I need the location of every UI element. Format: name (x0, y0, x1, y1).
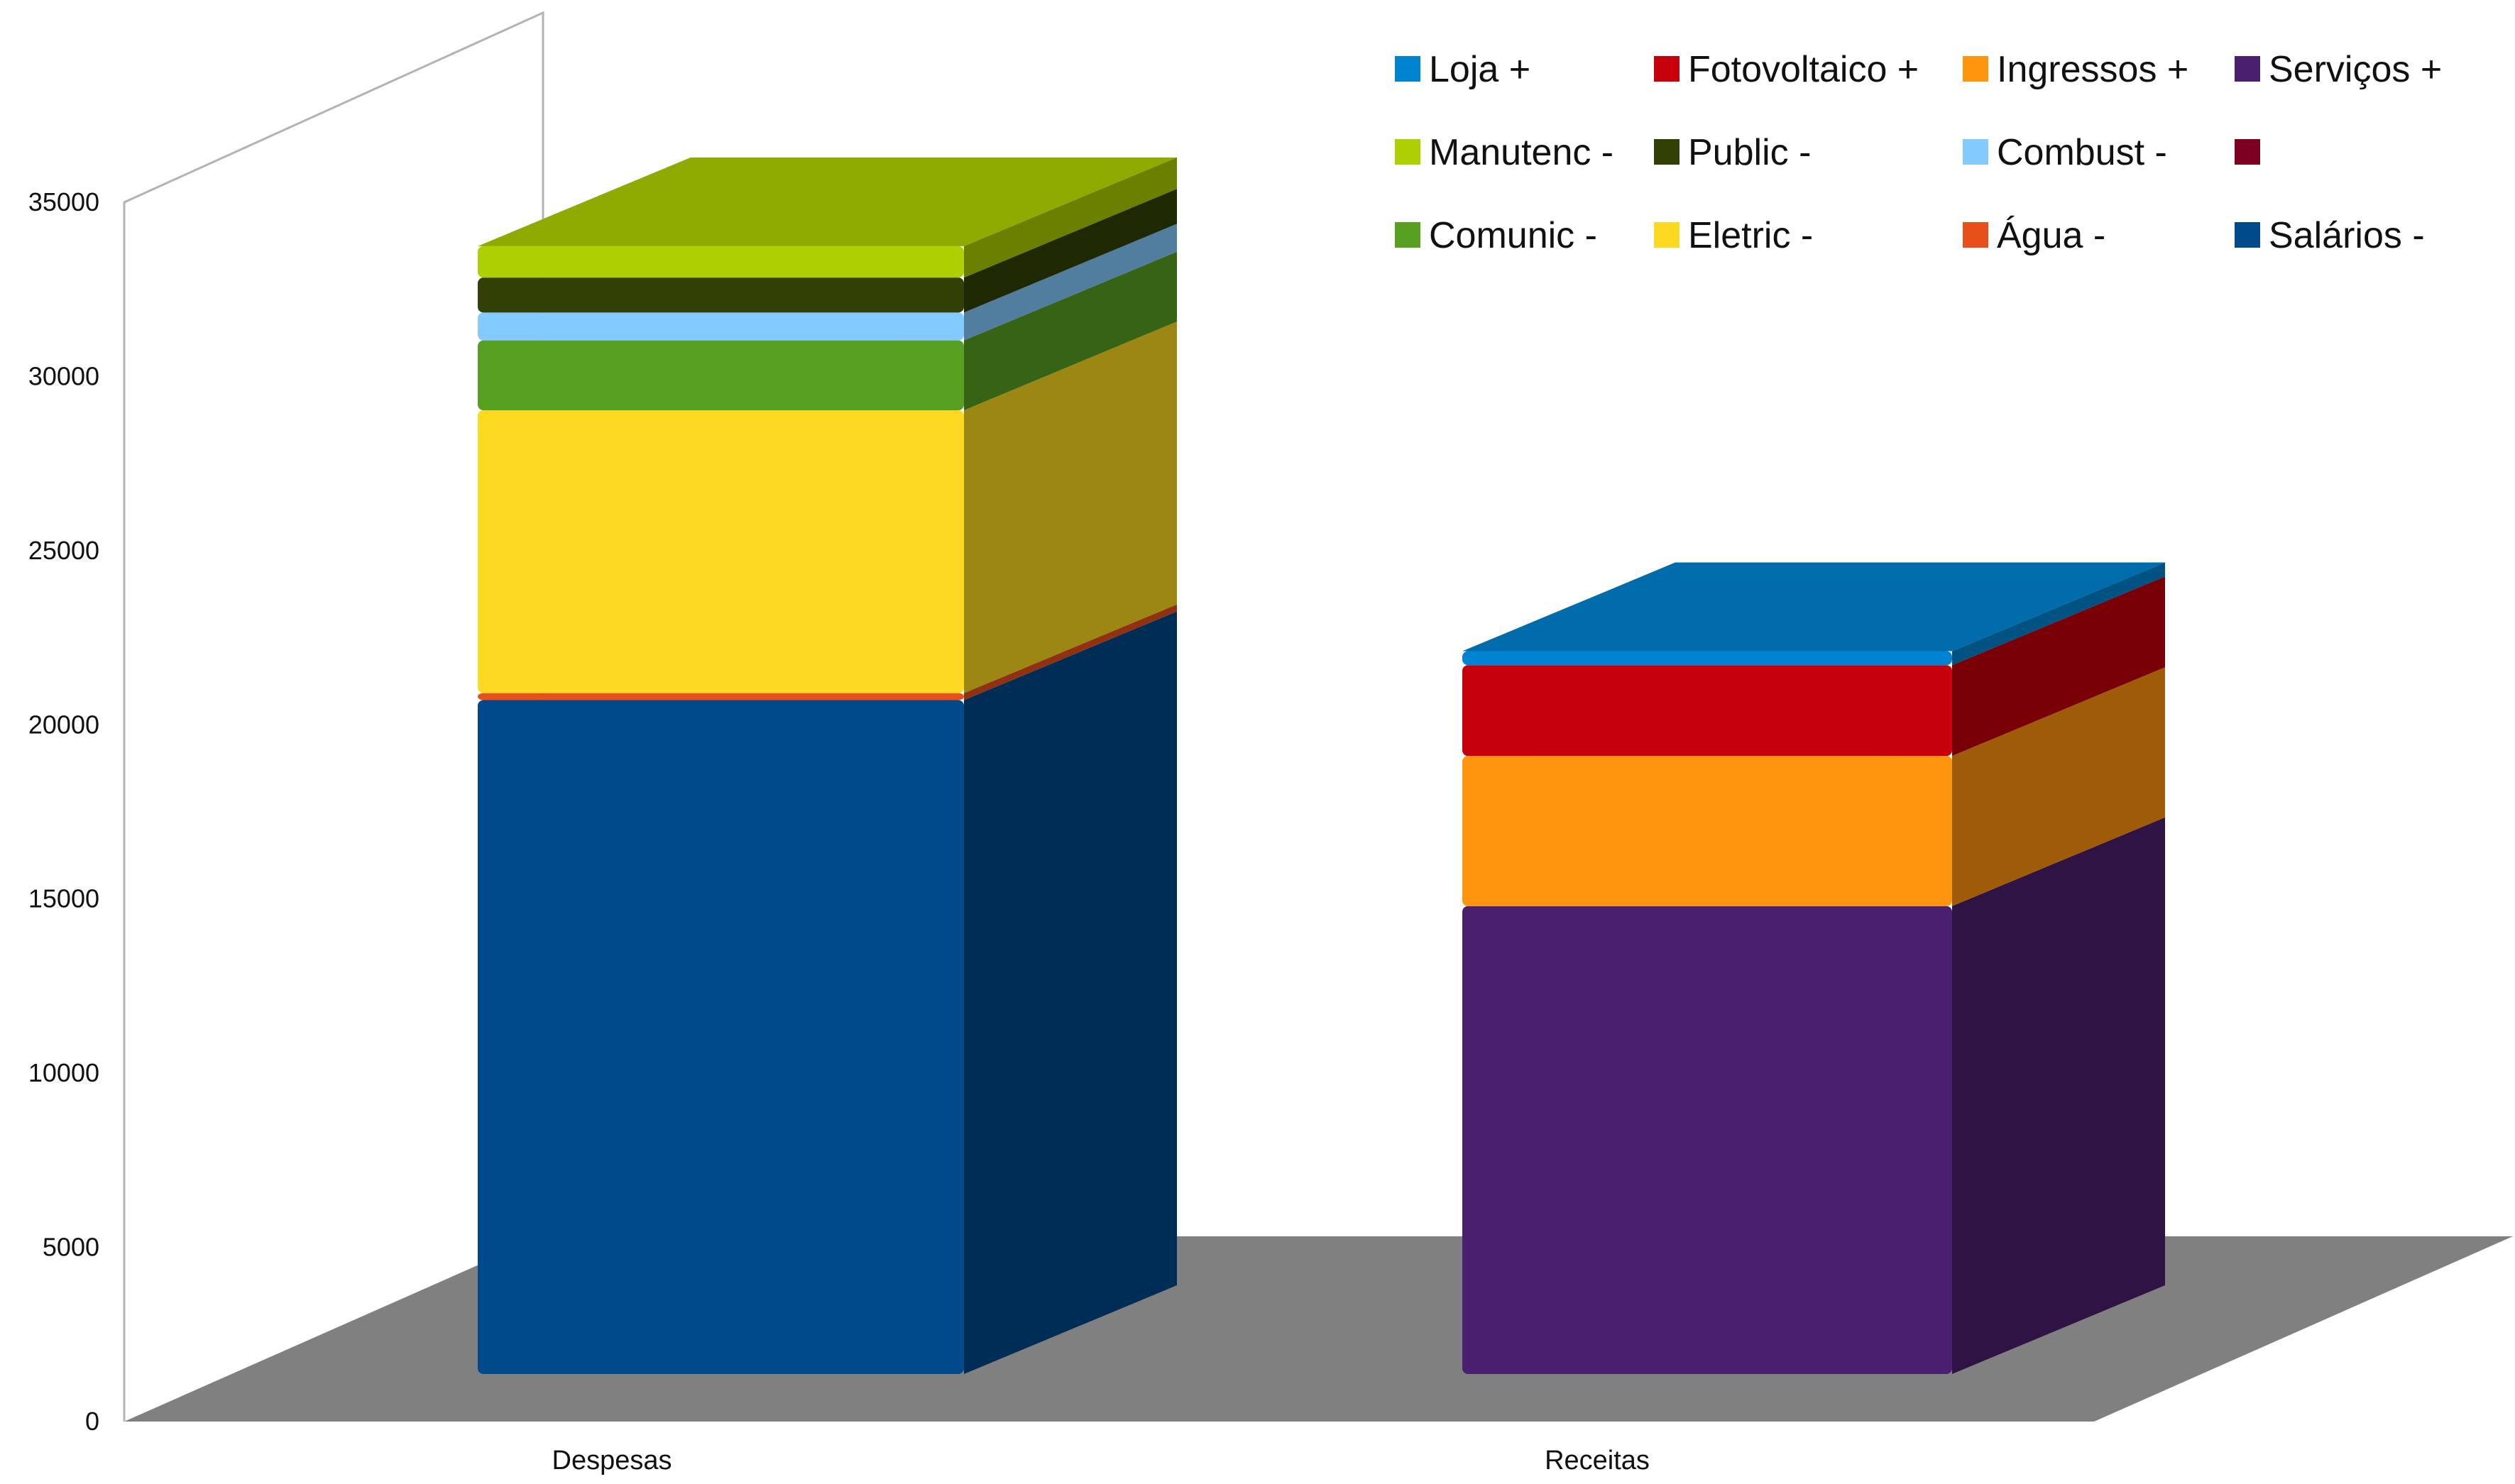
bar-segment-salarios (478, 611, 1177, 1375)
bar-side-face (964, 157, 1177, 278)
legend-item-combust: Combust - (1963, 132, 2167, 173)
bar-segment-loja (1462, 562, 2165, 666)
bar-front-face (1462, 756, 1952, 906)
bar-side-face (964, 189, 1177, 313)
bar-side-face (1952, 562, 2165, 666)
bar-front-face (478, 410, 964, 693)
legend-item-ingressos: Ingressos + (1963, 49, 2188, 90)
bar-side-face (964, 321, 1177, 693)
legend-swatch (1654, 56, 1680, 82)
legend-label: Manutenc - (1429, 132, 1613, 173)
bar-side-face (1952, 576, 2165, 757)
legend-item-fotovoltaico: Fotovoltaico + (1654, 49, 1919, 90)
legend-item-servicos: Serviços + (2235, 49, 2442, 90)
x-axis: Despesas Receitas (552, 1446, 1650, 1475)
y-tick-label: 0 (85, 1407, 99, 1436)
bar-side-face (1952, 667, 2165, 906)
legend-item-public: Public - (1654, 132, 1811, 173)
y-axis: 0 5000 10000 15000 20000 25000 30000 35000 (28, 187, 99, 1436)
legend: Loja + Fotovoltaico + Ingressos + Serviços … (1395, 49, 2442, 256)
legend-item-agua: Água - (1963, 215, 2105, 256)
legend-item-unnamed-7 (2235, 139, 2260, 165)
bar-segment-public (478, 189, 1177, 313)
legend-label: Salários - (2269, 215, 2425, 256)
y-tick-label: 15000 (28, 884, 99, 913)
legend-item-loja: Loja + (1395, 49, 1530, 90)
legend-label: Água - (1997, 215, 2105, 256)
legend-swatch (2235, 139, 2260, 165)
legend-label: Public - (1688, 132, 1811, 173)
bar-front-face (478, 700, 964, 1374)
bar-front-face (478, 693, 964, 700)
legend-label: Comunic - (1429, 215, 1597, 256)
legend-swatch (2235, 222, 2260, 248)
y-tick-label: 10000 (28, 1058, 99, 1087)
y-tick-label: 25000 (28, 536, 99, 565)
bar-top-face (1462, 562, 2165, 652)
y-tick-label: 30000 (28, 361, 99, 390)
legend-label: Fotovoltaico + (1688, 49, 1919, 90)
bar-side-face (964, 604, 1177, 700)
bar-front-face (478, 340, 964, 411)
legend-swatch (1963, 56, 1988, 82)
legend-item-manutenc: Manutenc - (1395, 132, 1613, 173)
bar-segment-comunic (478, 251, 1177, 411)
bar-side-face (964, 224, 1177, 341)
legend-item-comunic: Comunic - (1395, 215, 1597, 256)
bar-front-face (478, 277, 964, 313)
legend-swatch (1395, 222, 1420, 248)
bar-front-face (478, 312, 964, 341)
bar-stack-receitas (1462, 562, 2165, 1374)
y-tick-label: 5000 (43, 1233, 99, 1262)
legend-label: Serviços + (2269, 49, 2442, 90)
y-tick-label: 20000 (28, 710, 99, 739)
bar-segment-servicos (1462, 817, 2165, 1374)
legend-swatch (1395, 56, 1420, 82)
legend-swatch (1395, 139, 1420, 165)
legend-swatch (1963, 222, 1988, 248)
bar-side-face (1952, 817, 2165, 1374)
bar-front-face (1462, 651, 1952, 666)
legend-label: Combust - (1997, 132, 2167, 173)
bar-top-face (478, 157, 1177, 246)
bar-segment-combust (478, 224, 1177, 341)
bar-front-face (478, 246, 964, 278)
x-category-label: Receitas (1545, 1446, 1650, 1475)
bar-segment-ingressos (1462, 667, 2165, 906)
bar-side-face (964, 251, 1177, 411)
legend-label: Loja + (1429, 49, 1530, 90)
bar-front-face (1462, 906, 1952, 1374)
bars (478, 157, 2165, 1375)
legend-swatch (1963, 139, 1988, 165)
bar-front-face (1462, 665, 1952, 757)
x-category-label: Despesas (552, 1446, 672, 1475)
legend-label: Ingressos + (1997, 49, 2188, 90)
bar-segment-eletric (478, 321, 1177, 693)
legend-label: Eletric - (1688, 215, 1813, 256)
bar-segment-manutenc (478, 157, 1177, 278)
legend-item-salarios: Salários - (2235, 215, 2425, 256)
legend-swatch (2235, 56, 2260, 82)
bar-segment-agua (478, 604, 1177, 700)
bar-segment-fotovoltaico (1462, 576, 2165, 757)
legend-swatch (1654, 222, 1680, 248)
legend-swatch (1654, 139, 1680, 165)
bar-stack-despesas (478, 157, 1177, 1375)
y-tick-label: 35000 (28, 187, 99, 216)
legend-item-eletric: Eletric - (1654, 215, 1813, 256)
bar-side-face (964, 611, 1177, 1375)
